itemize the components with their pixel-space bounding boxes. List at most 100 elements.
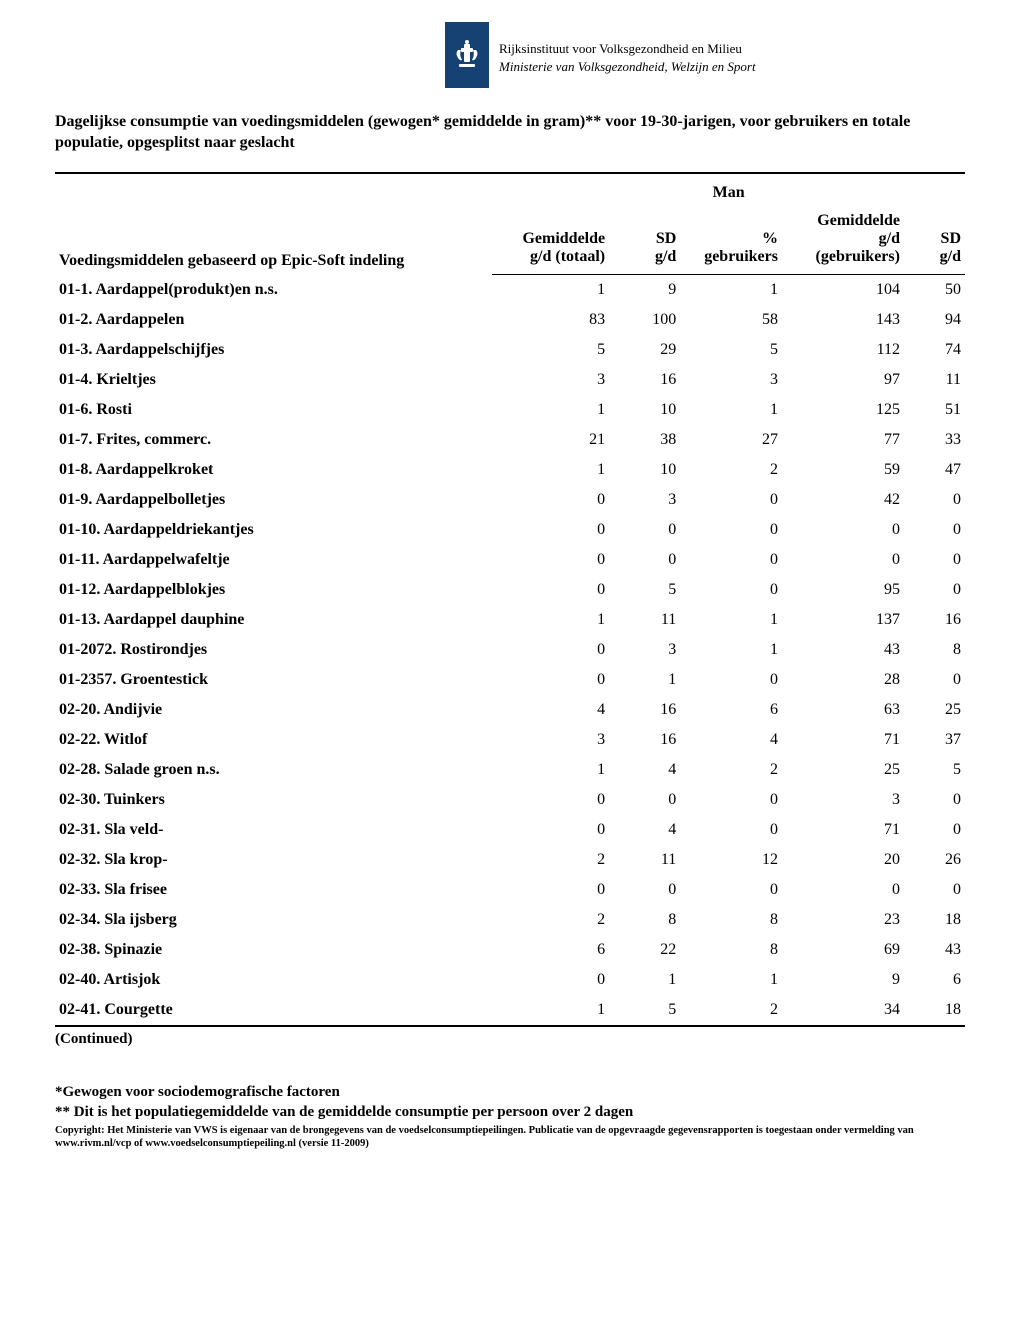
col-header-sd-users: SD g/d — [904, 206, 965, 275]
row-value: 5 — [492, 335, 609, 365]
row-name: 01-10. Aardappeldriekantjes — [55, 515, 492, 545]
table-row: 01-12. Aardappelblokjes050950 — [55, 575, 965, 605]
row-value: 0 — [680, 815, 782, 845]
row-value: 27 — [680, 425, 782, 455]
row-value: 1 — [609, 965, 680, 995]
row-value: 0 — [492, 575, 609, 605]
row-value: 9 — [609, 274, 680, 305]
row-value: 125 — [782, 395, 904, 425]
row-value: 11 — [904, 365, 965, 395]
table-row: 02-20. Andijvie41666325 — [55, 695, 965, 725]
row-value: 58 — [680, 305, 782, 335]
row-value: 95 — [782, 575, 904, 605]
row-value: 1 — [492, 395, 609, 425]
row-value: 0 — [680, 575, 782, 605]
row-value: 5 — [904, 755, 965, 785]
col-header-pct-users: % gebruikers — [680, 206, 782, 275]
row-value: 10 — [609, 395, 680, 425]
row-value: 0 — [492, 815, 609, 845]
row-name: 01-11. Aardappelwafeltje — [55, 545, 492, 575]
organization-text: Rijksinstituut voor Volksgezondheid en M… — [499, 22, 756, 75]
table-row: 02-33. Sla frisee00000 — [55, 875, 965, 905]
row-value: 10 — [609, 455, 680, 485]
row-value: 0 — [680, 785, 782, 815]
row-value: 37 — [904, 725, 965, 755]
table-body: 01-1. Aardappel(produkt)en n.s.191104500… — [55, 274, 965, 1025]
row-value: 3 — [609, 485, 680, 515]
row-name: 01-13. Aardappel dauphine — [55, 605, 492, 635]
row-value: 0 — [492, 545, 609, 575]
row-name: 02-28. Salade groen n.s. — [55, 755, 492, 785]
table-row: 02-34. Sla ijsberg2882318 — [55, 905, 965, 935]
row-value: 5 — [609, 575, 680, 605]
row-value: 100 — [609, 305, 680, 335]
row-name: 02-32. Sla krop- — [55, 845, 492, 875]
row-value: 0 — [904, 485, 965, 515]
row-value: 4 — [680, 725, 782, 755]
row-value: 16 — [904, 605, 965, 635]
row-name: 01-9. Aardappelbolletjes — [55, 485, 492, 515]
row-value: 0 — [904, 515, 965, 545]
row-value: 8 — [680, 905, 782, 935]
coat-of-arms-icon — [453, 40, 481, 70]
row-value: 2 — [492, 905, 609, 935]
col-header-mean-users: Gemiddelde g/d (gebruikers) — [782, 206, 904, 275]
table-row: 02-38. Spinazie62286943 — [55, 935, 965, 965]
row-value: 0 — [904, 665, 965, 695]
row-value: 0 — [609, 875, 680, 905]
row-value: 0 — [609, 515, 680, 545]
row-value: 20 — [782, 845, 904, 875]
row-value: 0 — [782, 515, 904, 545]
row-name: 02-34. Sla ijsberg — [55, 905, 492, 935]
rivm-logo — [445, 22, 489, 88]
row-value: 0 — [492, 785, 609, 815]
row-value: 0 — [680, 485, 782, 515]
row-value: 6 — [492, 935, 609, 965]
table-row: 01-8. Aardappelkroket11025947 — [55, 455, 965, 485]
row-value: 5 — [609, 995, 680, 1025]
row-name: 02-22. Witlof — [55, 725, 492, 755]
col-header-name: Voedingsmiddelen gebaseerd op Epic-Soft … — [55, 174, 492, 275]
table-row: 02-28. Salade groen n.s.142255 — [55, 755, 965, 785]
row-value: 3 — [492, 365, 609, 395]
row-value: 2 — [680, 995, 782, 1025]
row-value: 4 — [492, 695, 609, 725]
row-value: 25 — [782, 755, 904, 785]
row-value: 0 — [904, 875, 965, 905]
row-name: 02-41. Courgette — [55, 995, 492, 1025]
row-value: 47 — [904, 455, 965, 485]
row-value: 1 — [680, 605, 782, 635]
footnote-1: *Gewogen voor sociodemografische factore… — [55, 1082, 965, 1102]
footnote-2: ** Dit is het populatiegemiddelde van de… — [55, 1102, 965, 1122]
row-value: 3 — [782, 785, 904, 815]
row-value: 71 — [782, 815, 904, 845]
row-value: 0 — [904, 815, 965, 845]
table-row: 01-4. Krieltjes31639711 — [55, 365, 965, 395]
table-row: 01-9. Aardappelbolletjes030420 — [55, 485, 965, 515]
row-value: 43 — [782, 635, 904, 665]
row-value: 1 — [492, 274, 609, 305]
row-name: 01-8. Aardappelkroket — [55, 455, 492, 485]
row-value: 1 — [680, 635, 782, 665]
col-group-header: Man — [492, 174, 965, 206]
document-page: Rijksinstituut voor Volksgezondheid en M… — [0, 0, 1020, 1180]
page-title: Dagelijkse consumptie van voedingsmiddel… — [55, 112, 965, 154]
row-value: 28 — [782, 665, 904, 695]
row-name: 02-30. Tuinkers — [55, 785, 492, 815]
row-value: 8 — [609, 905, 680, 935]
row-name: 01-4. Krieltjes — [55, 365, 492, 395]
row-value: 22 — [609, 935, 680, 965]
copyright: Copyright: Het Ministerie van VWS is eig… — [55, 1124, 965, 1150]
row-value: 1 — [492, 605, 609, 635]
row-value: 11 — [609, 845, 680, 875]
row-value: 4 — [609, 815, 680, 845]
row-value: 11 — [609, 605, 680, 635]
row-value: 2 — [680, 755, 782, 785]
row-name: 01-2072. Rostirondjes — [55, 635, 492, 665]
row-value: 0 — [492, 875, 609, 905]
row-value: 3 — [492, 725, 609, 755]
row-value: 0 — [492, 665, 609, 695]
row-value: 6 — [904, 965, 965, 995]
row-value: 18 — [904, 905, 965, 935]
row-name: 02-40. Artisjok — [55, 965, 492, 995]
